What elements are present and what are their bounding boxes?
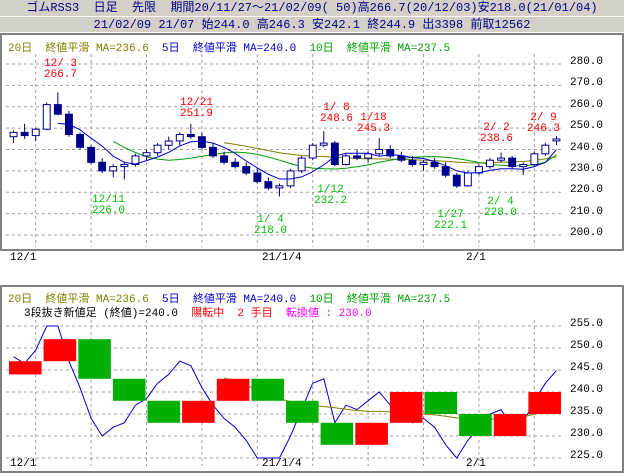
low-annotation: 2/ 4 228.0 [484, 196, 518, 219]
three-line-break-panel: 20日 終値平滑 MA=236.6 5日 終値平滑 MA=240.0 10日 終… [0, 285, 624, 473]
bottom-panel-legend: 20日 終値平滑 MA=236.6 5日 終値平滑 MA=240.0 10日 終… [8, 289, 451, 306]
legend-item-ma10: 10日 終値平滑 MA=237.5 [309, 43, 451, 55]
legend-item-ma20: 20日 終値平滑 MA=236.6 [8, 294, 163, 306]
tlb-status-part-2: 2 手目 [237, 308, 286, 320]
x-tick-label: 2/1 [466, 458, 486, 470]
legend-item-ma5: 5日 終値平滑 MA=240.0 [162, 43, 310, 55]
y-tick-label: 250.0 [570, 340, 604, 352]
high-annotation: 2/ 9 246.3 [527, 112, 561, 135]
low-annotation: 12/11 226.0 [92, 194, 126, 217]
y-tick-label: 220.0 [570, 184, 604, 197]
y-tick-label: 230.0 [570, 428, 604, 440]
high-annotation: 2/ 2 238.6 [480, 122, 514, 145]
low-annotation: 1/12 232.2 [314, 184, 348, 207]
y-tick-label: 230.0 [570, 162, 604, 175]
three-line-break-plot [6, 320, 564, 466]
y-tick-label: 225.0 [570, 450, 604, 462]
candlestick-plot [6, 54, 564, 247]
bottom-date-axis: 12/1 21/1/4 2/1 [0, 458, 624, 473]
y-tick-label: 235.0 [570, 406, 604, 418]
y-tick-label: 240.0 [570, 384, 604, 396]
y-tick-label: 270.0 [570, 77, 604, 90]
y-tick-label: 260.0 [570, 98, 604, 111]
legend-item-ma10: 10日 終値平滑 MA=237.5 [309, 294, 451, 306]
x-tick-label: 21/1/4 [262, 458, 302, 470]
tlb-status-part-3: 転換値 : 230.0 [285, 308, 372, 320]
legend-item-ma20: 20日 終値平滑 MA=236.6 [8, 43, 163, 55]
high-annotation: 1/18 245.3 [357, 112, 391, 135]
candlestick-panel: 20日 終値平滑 MA=236.6 5日 終値平滑 MA=240.0 10日 終… [0, 33, 624, 251]
bottom-price-axis: 255.0 250.0 245.0 240.0 235.0 230.0 225.0 [566, 285, 624, 473]
x-tick-label: 21/1/4 [262, 252, 302, 264]
y-tick-label: 200.0 [570, 227, 604, 239]
header-ohlc-line: 21/02/09 21/07 始244.0 高246.3 安242.1 終244… [0, 16, 624, 32]
y-tick-label: 245.0 [570, 362, 604, 374]
x-tick-label: 2/1 [466, 252, 486, 264]
low-annotation: 1/ 4 218.0 [254, 214, 288, 237]
three-line-break-status: 3段抜き新値足 (終値)=240.0 陽転中 2 手目 転換値 : 230.0 [24, 303, 372, 320]
x-tick-label: 12/1 [10, 458, 37, 470]
top-date-axis: 12/1 21/1/4 2/1 [0, 252, 624, 268]
high-annotation: 12/21 251.9 [180, 97, 214, 120]
y-tick-label: 250.0 [570, 120, 604, 133]
header-instrument-line: ゴムRSS3 日足 先限 期間20/11/27〜21/02/09( 50)高26… [0, 0, 624, 16]
high-annotation: 1/ 8 248.6 [320, 102, 354, 125]
high-annotation: 12/ 3 266.7 [44, 58, 78, 81]
y-tick-label: 255.0 [570, 318, 604, 330]
tlb-status-part-1: 陽転中 [191, 308, 238, 320]
top-panel-legend: 20日 終値平滑 MA=236.6 5日 終値平滑 MA=240.0 10日 終… [8, 38, 451, 55]
top-price-axis: 280.0 270.0 260.0 250.0 240.0 230.0 220.0 210.0… [566, 33, 624, 251]
tlb-status-part-0: 3段抜き新値足 (終値)=240.0 [24, 308, 192, 320]
x-tick-label: 12/1 [10, 252, 37, 264]
low-annotation: 1/27 222.1 [434, 209, 468, 232]
y-tick-label: 240.0 [570, 141, 604, 154]
legend-item-ma5: 5日 終値平滑 MA=240.0 [162, 294, 310, 306]
y-tick-label: 280.0 [570, 56, 604, 68]
y-tick-label: 210.0 [570, 205, 604, 218]
